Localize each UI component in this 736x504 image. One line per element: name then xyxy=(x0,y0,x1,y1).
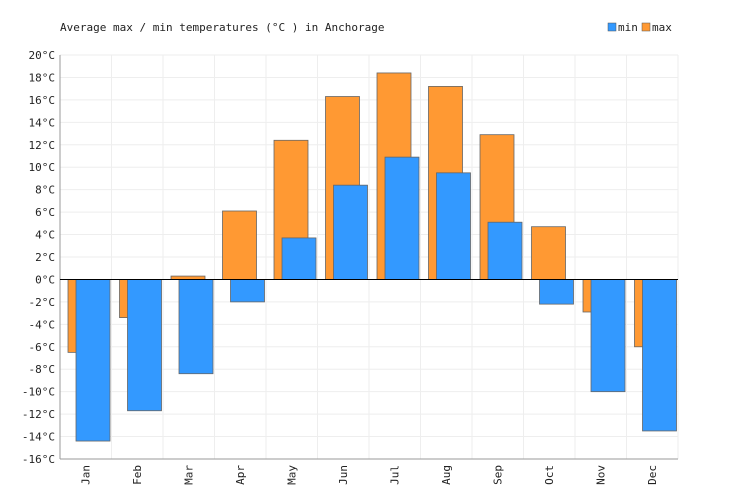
y-tick-label: 14°C xyxy=(29,116,56,129)
y-tick-label: -10°C xyxy=(22,386,55,399)
x-tick-label-oct: Oct xyxy=(543,465,556,485)
x-tick-label-aug: Aug xyxy=(440,465,453,485)
bar-min-aug xyxy=(436,172,471,280)
axes xyxy=(59,55,678,460)
y-tick-label: 16°C xyxy=(29,94,56,107)
y-tick-label: 18°C xyxy=(29,71,56,84)
bar-min-oct xyxy=(539,279,574,305)
y-tick-label: -6°C xyxy=(29,341,56,354)
bar-min-mar xyxy=(178,279,214,375)
legend-label-min: min xyxy=(618,21,638,34)
y-tick-label: 10°C xyxy=(29,161,56,174)
x-tick-label-mar: Mar xyxy=(183,465,196,485)
x-tick-label-nov: Nov xyxy=(595,465,608,485)
y-tick-label: 0°C xyxy=(35,273,55,286)
bar-min-jul xyxy=(384,156,420,280)
chart-title: Average max / min temperatures (°C ) in … xyxy=(60,21,385,34)
y-tick-label: -8°C xyxy=(29,363,56,376)
x-tick-label-jul: Jul xyxy=(389,465,402,485)
y-tick-label: -16°C xyxy=(22,453,55,466)
legend: min max xyxy=(607,21,672,34)
x-tick-label-jun: Jun xyxy=(337,465,350,485)
bar-min-apr xyxy=(230,279,265,303)
bar-min-feb xyxy=(127,279,162,412)
y-tick-label: 12°C xyxy=(29,139,56,152)
bar-max-oct xyxy=(531,226,566,280)
y-tick-label: 4°C xyxy=(35,229,55,242)
y-tick-label: -4°C xyxy=(29,318,56,331)
y-tick-label: 8°C xyxy=(35,184,55,197)
bar-min-dec xyxy=(642,279,677,432)
bars-min xyxy=(75,156,677,442)
grid xyxy=(59,54,679,460)
legend-swatch-max xyxy=(641,22,651,32)
y-tick-label: 6°C xyxy=(35,206,55,219)
x-tick-label-jan: Jan xyxy=(80,465,93,485)
x-tick-label-sep: Sep xyxy=(492,465,505,485)
legend-label-max: max xyxy=(652,21,672,34)
bar-min-jun xyxy=(333,184,368,280)
bar-min-jan xyxy=(75,279,111,442)
x-tick-label-may: May xyxy=(286,465,299,485)
y-tick-label: -12°C xyxy=(22,408,55,421)
y-tick-label: -14°C xyxy=(22,431,55,444)
bar-max-apr xyxy=(222,210,257,280)
bar-min-may xyxy=(281,237,317,280)
x-tick-labels: Jan Feb Mar Apr May Jun Jul Aug Sep Oct Nov Dec xyxy=(80,465,659,485)
y-tick-labels: -16°C -14°C -12°C -10°C -8°C -6°C -4°C -2°C 0°C 2… xyxy=(22,49,55,466)
x-tick-label-feb: Feb xyxy=(131,465,144,485)
bar-min-sep xyxy=(487,221,523,280)
y-tick-label: 2°C xyxy=(35,251,55,264)
y-tick-label: -2°C xyxy=(29,296,56,309)
x-tick-label-apr: Apr xyxy=(234,465,247,485)
y-tick-label: 20°C xyxy=(29,49,56,62)
bar-min-nov xyxy=(590,279,626,393)
bar-max-mar xyxy=(170,275,206,280)
legend-swatch-min xyxy=(607,22,617,32)
x-tick-label-dec: Dec xyxy=(646,465,659,485)
